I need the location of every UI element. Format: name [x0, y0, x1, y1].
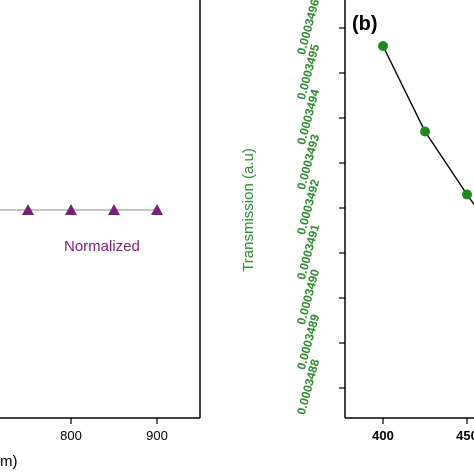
normalized-marker — [65, 204, 77, 215]
right-y-ticks: 0.00034880.00034890.00034900.00034910.00… — [294, 0, 345, 416]
normalized-marker — [22, 204, 34, 215]
right-y-axis-label: Transmission (a.u) — [240, 148, 257, 272]
transmission-marker — [420, 126, 430, 137]
legend-normalized: Normalized — [64, 238, 140, 255]
left-x-axis-label: m) — [0, 453, 18, 470]
transmission-marker — [378, 41, 388, 51]
normalized-series-markers — [22, 204, 163, 215]
panel-label-b: (b) — [352, 13, 378, 35]
transmission-marker — [462, 189, 472, 200]
normalized-marker — [151, 204, 163, 215]
right-panel: 0.00034880.00034890.00034900.00034910.00… — [240, 0, 474, 443]
left-x-ticks: 800 900 — [60, 418, 168, 443]
left-x-tick-label: 900 — [146, 428, 168, 443]
right-x-tick-label: 450 — [456, 428, 474, 443]
normalized-marker — [108, 204, 120, 215]
right-x-tick-label: 400 — [372, 428, 394, 443]
right-x-ticks: 40045050 — [372, 418, 474, 443]
left-panel: 800 900 Normalized m) — [0, 0, 201, 470]
left-x-tick-label: 800 — [60, 428, 82, 443]
transmission-series-line — [382, 45, 474, 205]
transmission-series-markers — [378, 41, 472, 200]
